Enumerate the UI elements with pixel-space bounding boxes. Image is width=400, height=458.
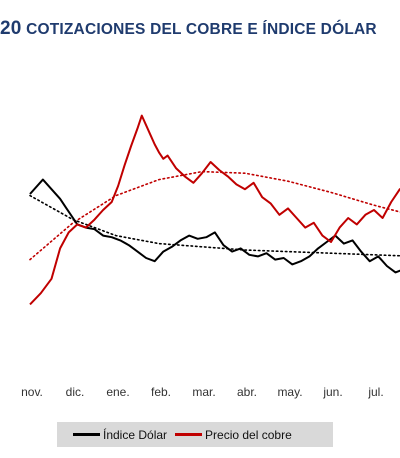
chart-title: 20 COTIZACIONES DEL COBRE E ÍNDICE DÓLAR — [0, 18, 400, 48]
x-tick-label: dic. — [66, 385, 85, 399]
legend-item-indice-dolar: Índice Dólar — [73, 428, 167, 442]
x-axis: nov.dic.ene.feb.mar.abr.may.jun.jul.a — [21, 385, 384, 399]
x-tick-label: feb. — [151, 385, 171, 399]
x-tick-label: jul. — [367, 385, 383, 399]
line-chart: nov.dic.ene.feb.mar.abr.may.jun.jul.a — [21, 114, 400, 399]
x-tick-label: ene. — [106, 385, 129, 399]
legend-label: Precio del cobre — [205, 427, 292, 442]
legend-swatch-black — [73, 433, 100, 436]
x-tick-label: nov. — [21, 385, 43, 399]
legend-swatch-red — [175, 433, 203, 436]
chart-legend: Índice Dólar Precio del cobre — [57, 422, 333, 447]
x-tick-label: mar. — [192, 385, 215, 399]
x-tick-label: may. — [277, 385, 302, 399]
trendline-indice-dolar — [29, 194, 400, 257]
trendlines — [29, 170, 400, 261]
series-line-precio-cobre — [29, 114, 400, 306]
trendline-precio-cobre — [29, 170, 400, 261]
series-lines — [29, 114, 400, 306]
legend-label: Índice Dólar — [103, 427, 168, 442]
x-tick-label: abr. — [237, 385, 257, 399]
series-line-indice-dolar — [29, 178, 400, 274]
x-tick-label: jun. — [322, 385, 342, 399]
title-number: 20 — [0, 18, 22, 39]
title-text: COTIZACIONES DEL COBRE E ÍNDICE DÓLAR — [26, 21, 377, 38]
legend-item-precio-cobre: Precio del cobre — [175, 428, 292, 442]
